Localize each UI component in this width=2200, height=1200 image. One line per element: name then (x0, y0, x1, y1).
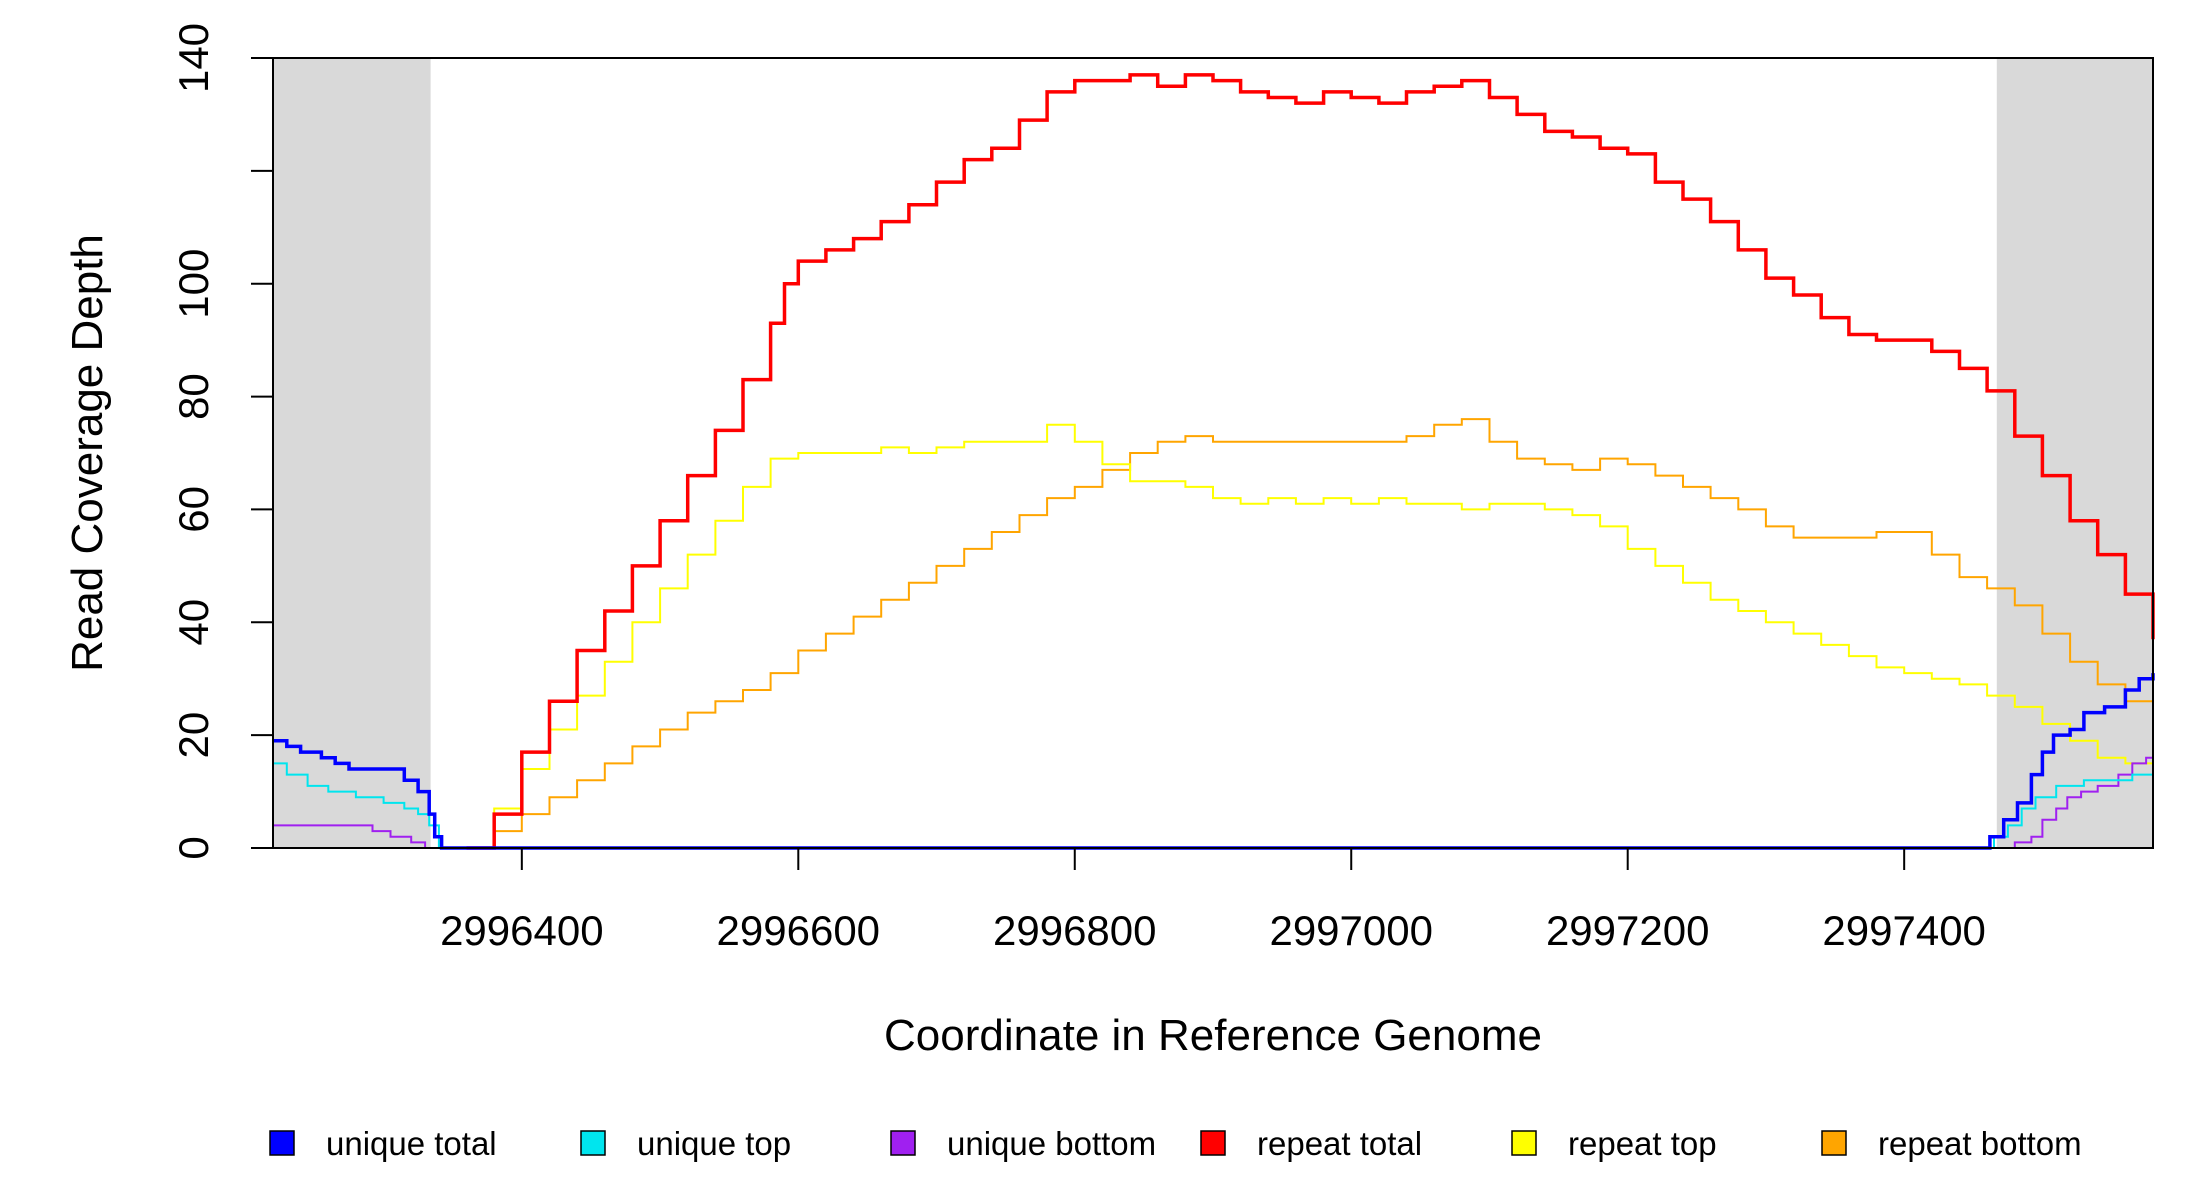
y-tick-label: 140 (170, 23, 217, 93)
axes: 2996400 2996600 2996800 2997000 2997200 29974… (170, 23, 2154, 954)
series-line-repeat-top (466, 423, 2154, 849)
shaded-region-1 (273, 58, 431, 848)
x-tick-label: 2997400 (1822, 907, 1986, 954)
plot-frame (272, 57, 2154, 849)
legend-swatch-repeat-bottom (1821, 1130, 1847, 1156)
y-tick-label: 20 (170, 712, 217, 759)
legend-label-unique-bottom: unique bottom (947, 1125, 1156, 1162)
legend-label-repeat-top: repeat top (1568, 1125, 1717, 1162)
x-tick-label: 2996400 (440, 907, 604, 954)
legend-swatch-repeat-total (1200, 1130, 1226, 1156)
series-line-unique-bottom (273, 752, 2154, 849)
x-axis-title: Coordinate in Reference Genome (884, 1011, 1542, 1060)
legend-swatch-unique-top (580, 1130, 606, 1156)
legend-swatch-unique-total (269, 1130, 295, 1156)
x-tick-label: 2997200 (1546, 907, 1710, 954)
y-tick-label: 80 (170, 373, 217, 420)
y-tick-label: 40 (170, 599, 217, 646)
y-tick-label: 60 (170, 486, 217, 533)
legend-label-repeat-total: repeat total (1257, 1125, 1422, 1162)
legend-label-unique-top: unique top (637, 1125, 791, 1162)
shaded-region-2 (1996, 58, 2153, 848)
series-line-repeat-total (466, 73, 2155, 850)
y-tick-label: 0 (170, 836, 217, 859)
x-tick-label: 2996800 (993, 907, 1157, 954)
legend: unique total unique top unique bottom repea… (269, 1125, 2082, 1162)
x-tick-label: 2996600 (717, 907, 881, 954)
legend-swatch-unique-bottom (890, 1130, 916, 1156)
shaded-regions (273, 58, 2153, 848)
legend-label-repeat-bottom: repeat bottom (1878, 1125, 2082, 1162)
y-tick-label: 100 (170, 249, 217, 319)
legend-swatch-repeat-top (1511, 1130, 1537, 1156)
series-line-repeat-bottom (273, 418, 2154, 849)
x-tick-label: 2997000 (1269, 907, 1433, 954)
legend-label-unique-total: unique total (326, 1125, 497, 1162)
y-axis-title: Read Coverage Depth (63, 234, 112, 672)
